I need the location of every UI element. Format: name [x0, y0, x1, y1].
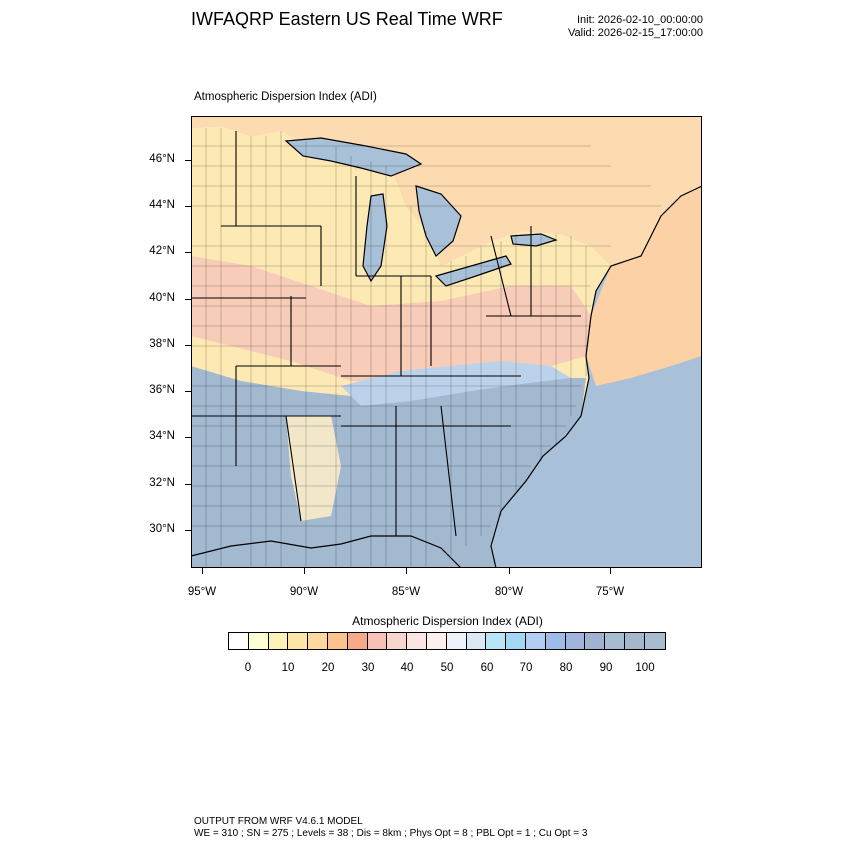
run-time-info: Init: 2026-02-10_00:00:00 Valid: 2026-02…	[568, 14, 703, 40]
lake-ontario	[510, 233, 558, 247]
colorbar-swatch	[644, 633, 665, 649]
colorbar-swatch	[506, 633, 526, 649]
colorbar-swatch	[605, 633, 625, 649]
colorbar-swatch	[327, 633, 348, 649]
appalachian-region	[341, 361, 571, 406]
colorbar-swatch	[466, 633, 487, 649]
colorbar-tick-label: 90	[599, 662, 613, 674]
model-info-footer: OUTPUT FROM WRF V4.6.1 MODEL WE = 310 ; …	[194, 816, 587, 840]
colorbar-tick-label: 0	[244, 662, 252, 674]
colorbar-tick-label: 50	[440, 662, 454, 674]
lat-label-32: 32°N	[149, 477, 175, 489]
mississippi-valley-region	[286, 416, 341, 521]
lat-label-42: 42°N	[149, 245, 175, 257]
variable-label: Atmospheric Dispersion Index (ADI)	[194, 91, 377, 103]
colorbar-swatch	[426, 633, 447, 649]
init-time: Init: 2026-02-10_00:00:00	[577, 14, 703, 26]
lat-tick-46	[185, 160, 191, 161]
colorbar-swatch	[288, 633, 309, 649]
lon-label-85: 85°W	[391, 586, 421, 598]
lat-tick-32	[185, 484, 191, 485]
colorbar-swatch	[268, 633, 289, 649]
lon-tick-85	[406, 568, 407, 574]
lon-tick-75	[610, 568, 611, 574]
lon-label-95: 95°W	[187, 586, 217, 598]
colorbar-swatch	[585, 633, 606, 649]
colorbar-tick-label: 60	[480, 662, 494, 674]
colorbar-swatch	[387, 633, 408, 649]
lon-label-90: 90°W	[289, 586, 319, 598]
lat-tick-42	[185, 252, 191, 253]
colorbar-tick-label: 80	[559, 662, 573, 674]
lat-label-38: 38°N	[149, 338, 175, 350]
lake-superior	[284, 137, 423, 177]
gulf-coastline	[191, 535, 462, 568]
lon-label-75: 75°W	[595, 586, 625, 598]
colorbar-tick-label: 30	[361, 662, 375, 674]
colorbar-tick-label: 40	[400, 662, 414, 674]
offshore-warm-region	[586, 186, 702, 386]
lat-tick-40	[185, 299, 191, 300]
colorbar-swatch	[229, 633, 249, 649]
colorbar-swatch	[446, 633, 467, 649]
lat-tick-30	[185, 530, 191, 531]
colorbar-swatch	[308, 633, 328, 649]
lat-tick-34	[185, 437, 191, 438]
lat-label-44: 44°N	[149, 199, 175, 211]
colorbar-swatch	[545, 633, 566, 649]
lat-label-46: 46°N	[149, 153, 175, 165]
colorbar-swatch	[248, 633, 269, 649]
colorbar-tick-label: 100	[635, 662, 655, 674]
colorbar-swatch	[407, 633, 427, 649]
colorbar-swatch	[486, 633, 507, 649]
model-version: OUTPUT FROM WRF V4.6.1 MODEL	[194, 816, 363, 827]
lat-label-36: 36°N	[149, 384, 175, 396]
lake-huron	[415, 185, 462, 257]
atlantic-coastline	[490, 185, 702, 568]
lat-label-34: 34°N	[149, 430, 175, 442]
county-borders	[191, 128, 661, 568]
map-border	[191, 116, 702, 568]
lat-tick-44	[185, 206, 191, 207]
plot-title: IWFAQRP Eastern US Real Time WRF	[191, 9, 503, 29]
lon-label-80: 80°W	[494, 586, 524, 598]
colorbar-swatch	[624, 633, 645, 649]
lat-label-40: 40°N	[149, 292, 175, 304]
lon-tick-80	[509, 568, 510, 574]
model-config: WE = 310 ; SN = 275 ; Levels = 38 ; Dis …	[194, 828, 588, 839]
valid-time: Valid: 2026-02-15_17:00:00	[568, 27, 703, 39]
colorbar-swatch	[565, 633, 586, 649]
colorbar-swatch	[367, 633, 388, 649]
lat-tick-36	[185, 391, 191, 392]
colorbar	[228, 632, 666, 650]
map-canvas	[191, 116, 702, 568]
colorbar-tick-label: 10	[281, 662, 295, 674]
colorbar-swatch	[525, 633, 546, 649]
colorbar-tick-label: 70	[519, 662, 533, 674]
adi-map	[191, 116, 702, 568]
colorbar-swatch	[347, 633, 368, 649]
colorbar-tick-label: 20	[321, 662, 335, 674]
colorbar-title: Atmospheric Dispersion Index (ADI)	[352, 614, 543, 628]
lake-michigan	[362, 193, 388, 283]
canada-land	[191, 116, 702, 266]
lat-label-30: 30°N	[149, 523, 175, 535]
lat-tick-38	[185, 345, 191, 346]
lon-tick-90	[304, 568, 305, 574]
lon-tick-95	[202, 568, 203, 574]
